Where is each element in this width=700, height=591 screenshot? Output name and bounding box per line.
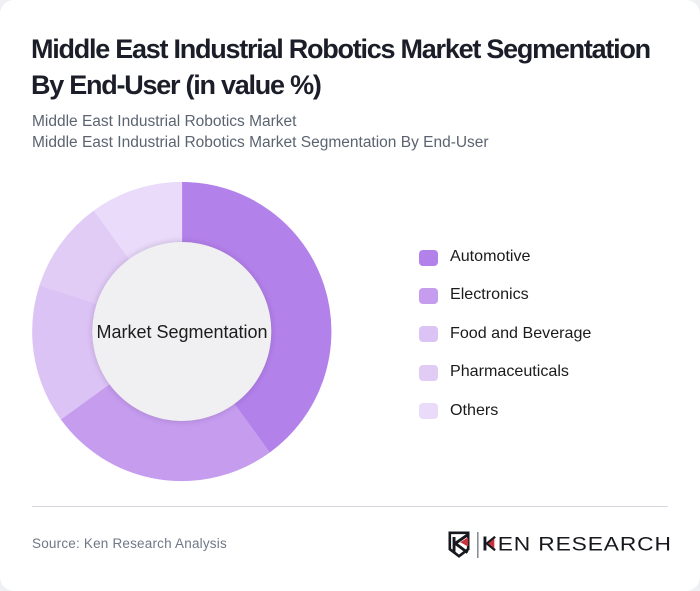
svg-text:EN RESEARCH: EN RESEARCH bbox=[498, 534, 672, 555]
